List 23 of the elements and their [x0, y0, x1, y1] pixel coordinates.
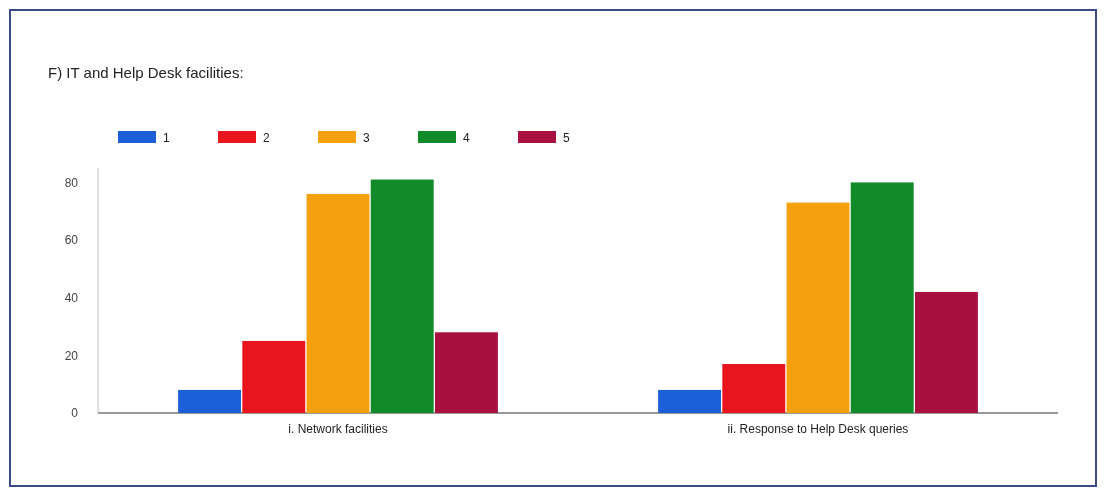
chart-title: F) IT and Help Desk facilities: — [48, 64, 244, 81]
bar — [786, 202, 850, 413]
legend-label: 2 — [263, 131, 270, 146]
y-tick-label: 0 — [71, 406, 79, 421]
y-tick-label: 40 — [64, 290, 79, 305]
bar — [178, 389, 242, 413]
bar — [914, 291, 978, 413]
legend-label: 4 — [463, 131, 470, 146]
bar — [850, 182, 914, 413]
y-tick-label: 20 — [64, 348, 79, 363]
x-tick-label: i. Network facilities — [288, 422, 388, 436]
bar — [722, 364, 786, 413]
legend-label: 3 — [363, 131, 370, 146]
bar — [242, 340, 306, 413]
bar — [306, 193, 370, 413]
bar — [434, 332, 498, 413]
x-tick-label: ii. Response to Help Desk queries — [727, 422, 909, 436]
legend-label: 5 — [563, 131, 570, 146]
y-tick-label: 60 — [64, 233, 79, 248]
legend-label: 1 — [163, 131, 170, 146]
bar — [658, 389, 722, 413]
bar — [370, 179, 434, 413]
y-tick-label: 80 — [64, 175, 79, 190]
